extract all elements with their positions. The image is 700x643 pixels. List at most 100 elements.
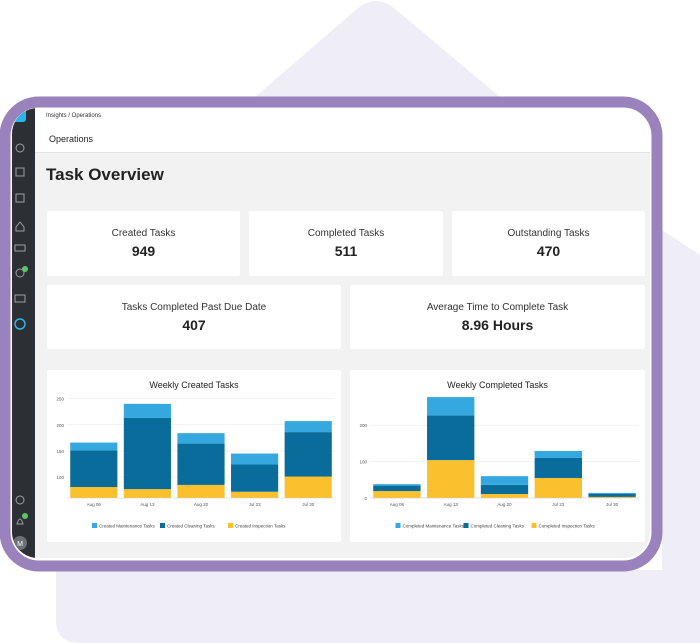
- nav-icon[interactable]: [16, 518, 24, 525]
- y-tick-label: 100: [359, 460, 367, 465]
- y-tick-label: 150: [56, 449, 64, 454]
- x-tick-label: Aug 13: [444, 502, 459, 507]
- bar-segment: [480, 476, 529, 485]
- legend-label: Created Cleaning Tasks: [167, 524, 215, 529]
- stat-label: Completed Tasks: [307, 228, 385, 239]
- chart: Weekly Completed Tasks 0 100 200 Aug 06 Aug 1…: [359, 380, 639, 529]
- bar-segment: [373, 485, 421, 492]
- stat-card: Tasks Completed Past Due Date 407: [47, 285, 341, 349]
- legend-swatch: [463, 523, 469, 528]
- y-tick-label: 200: [359, 423, 367, 428]
- screen: M Insights / Operations Operations Task …: [12, 108, 650, 558]
- bar-segment: [70, 442, 118, 451]
- x-tick-label: Jul 30: [606, 502, 619, 507]
- stat-card: Completed Tasks 511: [249, 211, 443, 276]
- stat-value: 511: [334, 243, 358, 259]
- breadcrumb[interactable]: Insights / Operations: [46, 113, 102, 119]
- stat-card: Outstanding Tasks 470: [452, 211, 645, 276]
- legend-swatch: [531, 523, 537, 528]
- chart-card: Weekly Completed Tasks 0 100 200 Aug 06 Aug 1…: [350, 370, 645, 542]
- page-title: Task Overview: [46, 165, 164, 184]
- stat-label: Average Time to Complete Task: [426, 302, 569, 313]
- bar-segment: [177, 484, 225, 498]
- bar-segment: [123, 403, 171, 418]
- bar-segment: [231, 464, 279, 492]
- bar-segment: [427, 415, 475, 461]
- bar-segment: [284, 432, 332, 477]
- legend-label: Completed Inspection Tasks: [539, 524, 596, 529]
- nav-icon[interactable]: [14, 244, 26, 252]
- x-tick-label: Aug 20: [194, 502, 209, 507]
- badge: [22, 266, 28, 272]
- header-title: Operations: [49, 134, 94, 144]
- legend-swatch: [160, 523, 165, 528]
- badge: [22, 513, 28, 519]
- bar-segment: [534, 451, 582, 458]
- nav-icon[interactable]: [15, 143, 25, 153]
- bar-segment: [373, 491, 421, 498]
- stat-label: Tasks Completed Past Due Date: [121, 302, 267, 313]
- logo[interactable]: [12, 108, 26, 122]
- x-tick-label: Jul 23: [249, 502, 262, 507]
- stat-label: Created Tasks: [111, 228, 176, 239]
- y-tick-label: 200: [56, 423, 64, 428]
- topbar: Insights / Operations Operations: [35, 108, 650, 153]
- bar-segment: [534, 477, 582, 498]
- legend-label: Created Inspection Tasks: [235, 524, 286, 529]
- bar-segment: [588, 492, 636, 494]
- stat-value: 949: [131, 243, 156, 259]
- plot: [373, 397, 636, 498]
- chart-title: Weekly Created Tasks: [149, 380, 239, 390]
- avatar-initial: M: [17, 541, 23, 548]
- chart-title: Weekly Completed Tasks: [447, 380, 548, 390]
- bar-segment: [177, 443, 225, 485]
- bg-shape: [255, 1, 500, 97]
- legend-swatch: [228, 523, 233, 528]
- bar-segment: [373, 484, 421, 486]
- x-tick-label: Aug 13: [140, 502, 155, 507]
- stat-card: Average Time to Complete Task 8.96 Hours: [350, 285, 645, 349]
- x-tick-label: Aug 06: [390, 502, 405, 507]
- legend-label: Created Maintenance Tasks: [99, 524, 155, 529]
- bar-segment: [70, 487, 118, 498]
- legend-swatch: [92, 523, 97, 528]
- nav-icon[interactable]: [15, 495, 25, 505]
- x-tick-label: Aug 20: [497, 502, 512, 507]
- nav-icon[interactable]: [15, 268, 25, 278]
- bar-segment: [480, 493, 529, 498]
- sidebar-icons: M: [12, 108, 28, 550]
- bar-segment: [534, 457, 582, 478]
- x-tick-label: Aug 06: [87, 502, 102, 507]
- bar-segment: [480, 484, 529, 494]
- nav-icon[interactable]: [15, 167, 25, 177]
- y-tick-label: 100: [56, 475, 64, 480]
- nav-icon[interactable]: [15, 221, 25, 232]
- nav-icon[interactable]: [15, 193, 25, 203]
- stat-value: 8.96 Hours: [461, 317, 534, 333]
- stat-card: Created Tasks 949: [47, 211, 240, 276]
- bar-segment: [70, 450, 118, 488]
- nav-icon[interactable]: [14, 294, 26, 303]
- bar-segment: [284, 421, 332, 433]
- y-tick-label: 250: [56, 397, 64, 402]
- stat-value: 407: [182, 317, 206, 333]
- bar-segment: [231, 453, 279, 465]
- bar-segment: [427, 397, 475, 416]
- avatar[interactable]: [13, 536, 27, 550]
- bar-segment: [588, 493, 636, 497]
- sidebar: M: [12, 108, 35, 558]
- device-frame: [0, 96, 663, 572]
- legend-label: Completed Cleaning Tasks: [471, 524, 525, 529]
- bar-segment: [588, 496, 636, 498]
- x-tick-label: Jul 30: [302, 502, 315, 507]
- y-tick-label: 0: [364, 496, 367, 501]
- bar-segment: [177, 433, 225, 444]
- nav-icon-active[interactable]: [14, 318, 26, 330]
- bar-segment: [123, 489, 171, 498]
- bar-segment: [284, 476, 332, 498]
- chart-card: Weekly Created Tasks 100 150 200 250 Aug 06 Au…: [47, 370, 341, 542]
- chart: Weekly Created Tasks 100 150 200 250 Aug 06 Au…: [56, 380, 335, 529]
- bar-segment: [231, 491, 279, 498]
